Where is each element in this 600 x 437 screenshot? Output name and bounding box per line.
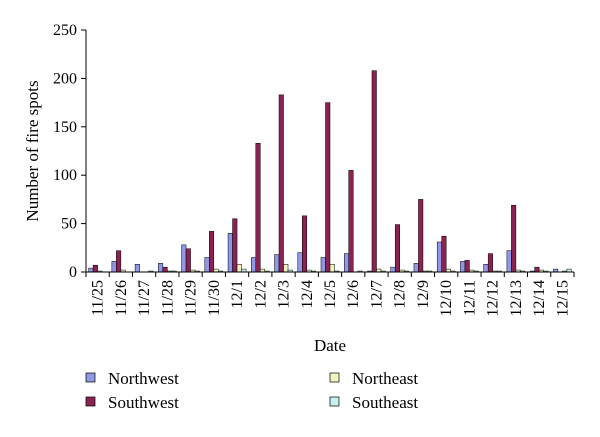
x-tick-label: 12/14 [531, 280, 548, 316]
bar-southwest-19 [534, 266, 540, 273]
bar-southwest-5 [209, 231, 215, 273]
bar-southwest-6 [232, 218, 238, 273]
bar-southwest-7 [255, 143, 261, 273]
y-tick-label: 200 [53, 70, 77, 87]
bar-southwest-13 [394, 224, 400, 273]
y-axis-title: Number of fire spots [23, 80, 42, 221]
bar-northwest-8 [274, 254, 280, 273]
x-tick-label: 12/12 [485, 280, 502, 316]
bar-southwest-0 [92, 264, 98, 273]
bar-northwest-0 [88, 267, 94, 273]
bar-southwest-17 [487, 253, 493, 273]
bar-southwest-10 [325, 102, 331, 273]
bar-southwest-4 [185, 248, 191, 273]
bar-southwest-8 [278, 94, 284, 273]
x-tick-label: 12/11 [461, 280, 478, 316]
x-tick-label: 11/25 [90, 280, 107, 316]
bar-southwest-15 [441, 235, 447, 273]
y-tick-label: 250 [53, 22, 77, 39]
legend-swatch-northeast [329, 372, 340, 383]
bar-northwest-9 [297, 252, 303, 273]
legend-swatch-northwest [85, 372, 96, 383]
bar-northwest-17 [483, 264, 489, 273]
y-tick-label: 50 [61, 216, 77, 233]
y-tick-label: 150 [53, 119, 77, 136]
bar-southwest-14 [418, 199, 424, 273]
x-tick-label: 12/9 [415, 280, 432, 308]
bar-northwest-5 [204, 257, 210, 273]
bar-northeast-6 [236, 264, 242, 273]
bar-southwest-12 [371, 70, 377, 273]
bars-group [88, 70, 572, 273]
bar-southwest-1 [116, 250, 122, 273]
x-tick-label: 12/2 [252, 280, 269, 308]
legend-swatch-southwest [85, 396, 96, 407]
x-axis-ticks: 11/25 11/26 11/27 11/28 11/29 11/30 12/1 12/2 12… [85, 272, 575, 316]
bar-southwest-16 [464, 260, 470, 273]
x-tick-label: 12/13 [508, 280, 525, 316]
legend-label-southeast: Southeast [352, 393, 418, 412]
x-tick-label: 12/1 [229, 280, 246, 308]
bar-northwest-13 [390, 266, 396, 273]
bar-southwest-11 [348, 170, 354, 273]
x-tick-label: 12/5 [322, 280, 339, 308]
x-tick-label: 11/26 [113, 280, 130, 316]
bar-northwest-10 [320, 257, 326, 273]
bar-northwest-2 [134, 264, 140, 273]
bar-northwest-4 [181, 244, 187, 273]
x-tick-label: 11/27 [136, 280, 153, 316]
bar-southwest-3 [162, 266, 168, 273]
bar-northwest-3 [158, 263, 164, 273]
bar-northwest-6 [227, 233, 233, 273]
bar-northwest-11 [343, 253, 349, 273]
bar-northwest-7 [251, 257, 257, 273]
legend-label-southwest: Southwest [108, 393, 179, 412]
legend: Northwest Southwest Northeast Southeast [85, 369, 418, 412]
y-tick-label: 0 [69, 264, 77, 281]
legend-label-northwest: Northwest [108, 369, 179, 388]
bar-northwest-15 [436, 241, 442, 273]
x-tick-label: 12/6 [345, 280, 362, 308]
x-tick-label: 12/3 [276, 280, 293, 308]
bar-southwest-18 [511, 204, 517, 273]
bar-southwest-9 [302, 215, 308, 273]
x-tick-label: 12/8 [392, 280, 409, 308]
x-tick-label: 11/30 [206, 280, 223, 316]
x-tick-label: 12/4 [299, 280, 316, 308]
bar-northeast-10 [329, 264, 335, 273]
bar-northeast-8 [283, 264, 289, 273]
bar-northwest-16 [460, 261, 466, 273]
x-tick-label: 11/28 [159, 280, 176, 316]
x-tick-label: 12/7 [368, 280, 385, 308]
bar-northwest-14 [413, 263, 419, 273]
legend-swatch-southeast [329, 396, 340, 407]
x-tick-label: 12/15 [554, 280, 571, 316]
y-tick-label: 100 [53, 167, 77, 184]
bar-northwest-1 [111, 261, 117, 273]
x-tick-label: 11/29 [183, 280, 200, 316]
legend-label-northeast: Northeast [352, 369, 418, 388]
bar-northwest-18 [506, 250, 512, 273]
x-tick-label: 12/10 [438, 280, 455, 316]
x-axis-title: Date [314, 336, 346, 355]
y-axis-ticks: 0 50 100 150 200 250 [53, 22, 86, 281]
